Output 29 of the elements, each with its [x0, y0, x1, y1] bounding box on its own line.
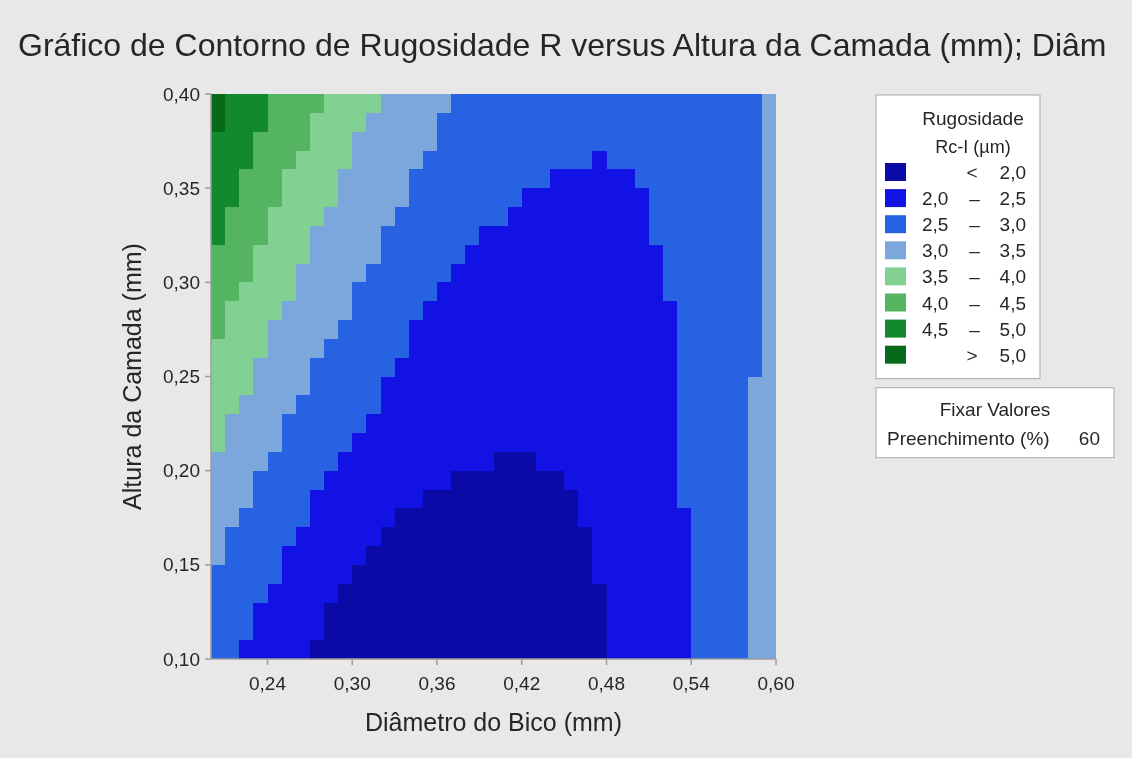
color-bar-label: > 5,0	[966, 344, 1026, 366]
x-axis-title: Diâmetro do Bico (mm)	[365, 708, 622, 736]
x-tick-label: 0,24	[249, 673, 287, 694]
x-tick-label: 0,42	[503, 673, 541, 694]
x-tick-label: 0,30	[333, 673, 371, 694]
color-bar-label: 2,0 – 2,5	[922, 187, 1026, 209]
y-axis-title: Altura da Camada (mm)	[118, 243, 146, 510]
color-bar-label: 3,0 – 3,5	[922, 239, 1026, 261]
color-bar-label: 4,5 – 5,0	[922, 318, 1026, 340]
y-tick-label: 0,25	[163, 366, 200, 387]
x-tick-label: 0,60	[757, 673, 795, 694]
y-tick-label: 0,40	[163, 83, 200, 105]
x-tick-label: 0,36	[418, 673, 456, 694]
color-bar-label: 3,5 – 4,0	[922, 265, 1026, 287]
text: Preenchimento (%)	[887, 427, 1050, 449]
x-tick-label: 0,48	[588, 673, 625, 694]
y-tick-label: 0,35	[163, 177, 200, 199]
x-tick-label: 0,54	[672, 673, 711, 694]
chart-title: Gráfico de Contorno de Rugosidade R versus Altura da Camada (mm); Diâm	[18, 27, 1107, 63]
color-bar-label: 2,5 – 3,0	[922, 213, 1026, 235]
y-tick-label: 0,20	[163, 460, 200, 482]
color-bar-label: < 2,0	[966, 161, 1026, 183]
color-bar-label: 4,0 – 4,5	[922, 292, 1026, 313]
y-tick-label: 0,10	[163, 648, 200, 670]
legend-title: Rugosidade Rc-I (µm)	[922, 108, 1024, 157]
y-tick-label: 0,30	[163, 271, 200, 293]
y-tick-label: 0,15	[163, 554, 200, 576]
text: Fixar Valores	[939, 398, 1051, 420]
text: 60	[1078, 427, 1100, 449]
